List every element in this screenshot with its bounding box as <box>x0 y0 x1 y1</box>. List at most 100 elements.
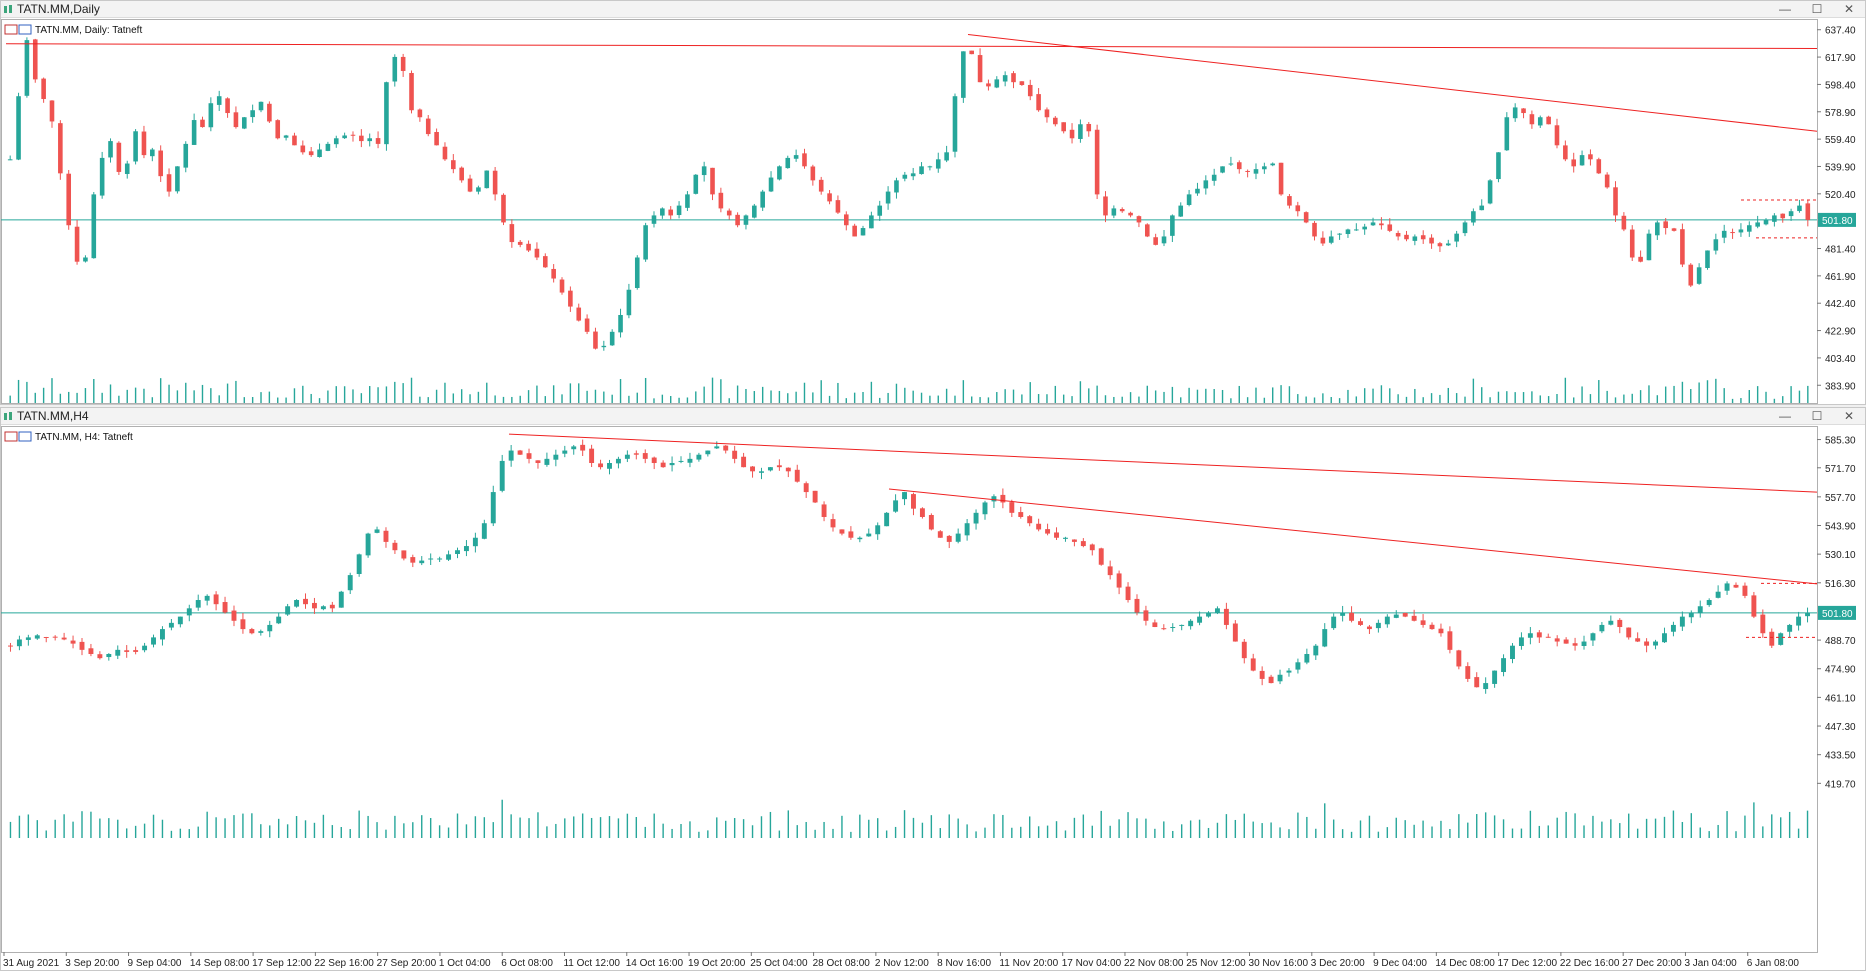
candle-body <box>1518 637 1524 646</box>
candle-body <box>501 194 506 223</box>
volume-bar <box>1071 396 1073 403</box>
candle-body <box>25 637 31 640</box>
volume-bar <box>427 397 429 403</box>
candle-body <box>1797 205 1802 212</box>
candle-body <box>1763 219 1769 225</box>
h4-chart-window: TATN.MM,H4 — ☐ ✕ TATN.MM, H4: Tatneft 585… <box>0 407 1866 971</box>
volume-bar <box>134 387 137 403</box>
volume-bar <box>486 382 488 403</box>
volume-bar <box>1216 822 1219 838</box>
candle-body <box>1366 626 1372 630</box>
daily-price-chart[interactable]: TATN.MM, Daily: Tatneft 637.40 617.90 598.4… <box>1 19 1865 404</box>
minimize-button[interactable]: — <box>1779 2 1791 16</box>
volume-bar <box>845 398 847 403</box>
chart-label: TATN.MM, H4: Tatneft <box>35 432 133 443</box>
candle-body <box>830 519 836 528</box>
volume-bar <box>403 823 405 838</box>
candle-body <box>1447 631 1453 650</box>
candle-body <box>1688 264 1694 286</box>
candle-body <box>1788 211 1794 217</box>
candle-body <box>492 170 498 195</box>
volume-bar <box>42 387 45 403</box>
volume-bar <box>1405 396 1408 403</box>
volume-bar <box>168 384 170 403</box>
candle-body <box>1178 205 1184 217</box>
volume-bar <box>1514 392 1516 403</box>
maximize-button[interactable]: ☐ <box>1811 409 1823 423</box>
volume-bar <box>828 395 831 403</box>
volume-bar <box>1037 826 1040 838</box>
candle-body <box>633 453 639 455</box>
candle-body <box>1429 237 1434 244</box>
candle-body <box>1295 662 1301 670</box>
volume-bar <box>1639 390 1642 403</box>
volume-bar <box>670 396 672 403</box>
candle-body <box>1170 627 1176 629</box>
volume-bar <box>1464 396 1466 403</box>
volume-bar <box>235 380 237 403</box>
h4-window-titlebar[interactable]: TATN.MM,H4 — ☐ ✕ <box>1 408 1865 425</box>
candle-body <box>294 600 300 607</box>
volume-bar <box>1037 394 1040 403</box>
volume-bar <box>653 813 655 838</box>
volume-bar <box>1440 820 1442 838</box>
candle-body <box>1504 117 1510 151</box>
volume-bar <box>1581 386 1583 403</box>
candle-body <box>785 157 791 169</box>
candle-body <box>455 550 460 554</box>
volume-bar <box>929 395 931 403</box>
candle-body <box>1429 624 1435 630</box>
candle-body <box>356 554 362 574</box>
candle-body <box>401 550 407 559</box>
candle-body <box>1751 595 1757 617</box>
candle-body <box>793 155 799 159</box>
candle-body <box>1170 215 1175 236</box>
candle-body <box>141 131 147 156</box>
volume-bar <box>555 823 557 838</box>
volume-bar <box>1489 397 1491 403</box>
candle-body <box>1604 174 1610 188</box>
volume-bar <box>1011 827 1013 838</box>
h4-price-chart[interactable]: TATN.MM, H4: Tatneft 585.30 571.70 557.70 54… <box>1 426 1865 970</box>
close-button[interactable]: ✕ <box>1843 2 1855 16</box>
trend-line <box>888 488 1818 585</box>
volume-bar <box>945 388 948 403</box>
volume-bar <box>456 813 459 838</box>
y-tick-label: 461.90 <box>1825 272 1856 283</box>
volume-bar <box>1270 822 1272 838</box>
candle-body <box>374 529 380 533</box>
candle-body <box>1501 658 1507 673</box>
candle-body <box>1621 215 1627 230</box>
x-tick-label: 1 Oct 04:00 <box>439 958 491 969</box>
volume-bar <box>1004 389 1006 403</box>
volume-bar <box>1046 825 1049 838</box>
x-tick-label: 30 Nov 16:00 <box>1249 958 1309 969</box>
candle-body <box>1546 116 1551 125</box>
close-button[interactable]: ✕ <box>1843 409 1855 423</box>
volume-bar <box>850 831 852 838</box>
candle-body <box>973 512 979 524</box>
indicator-icon <box>18 24 32 35</box>
maximize-button[interactable]: ☐ <box>1811 2 1823 16</box>
volume-bar <box>1717 824 1719 838</box>
candle-body <box>1009 502 1015 513</box>
candle-body <box>1769 631 1775 646</box>
candle-body <box>517 450 523 455</box>
volume-bar <box>1368 815 1371 838</box>
x-tick-label: 14 Oct 16:00 <box>626 958 684 969</box>
candle-body <box>467 178 473 192</box>
candle-body <box>668 209 674 216</box>
volume-bar <box>653 398 655 403</box>
x-tick-label: 31 Aug 2021 <box>3 958 60 969</box>
volume-bar <box>742 819 745 838</box>
volume-bar <box>1028 816 1031 838</box>
volume-bar <box>626 813 629 838</box>
volume-bar <box>435 389 438 403</box>
candle-body <box>83 257 88 262</box>
candle-body <box>1245 170 1250 172</box>
daily-window-titlebar[interactable]: TATN.MM,Daily — ☐ ✕ <box>1 1 1865 18</box>
y-tick-label: 481.40 <box>1825 245 1856 256</box>
minimize-button[interactable]: — <box>1779 409 1791 423</box>
volume-bar <box>1113 396 1115 403</box>
volume-bar <box>36 820 38 838</box>
